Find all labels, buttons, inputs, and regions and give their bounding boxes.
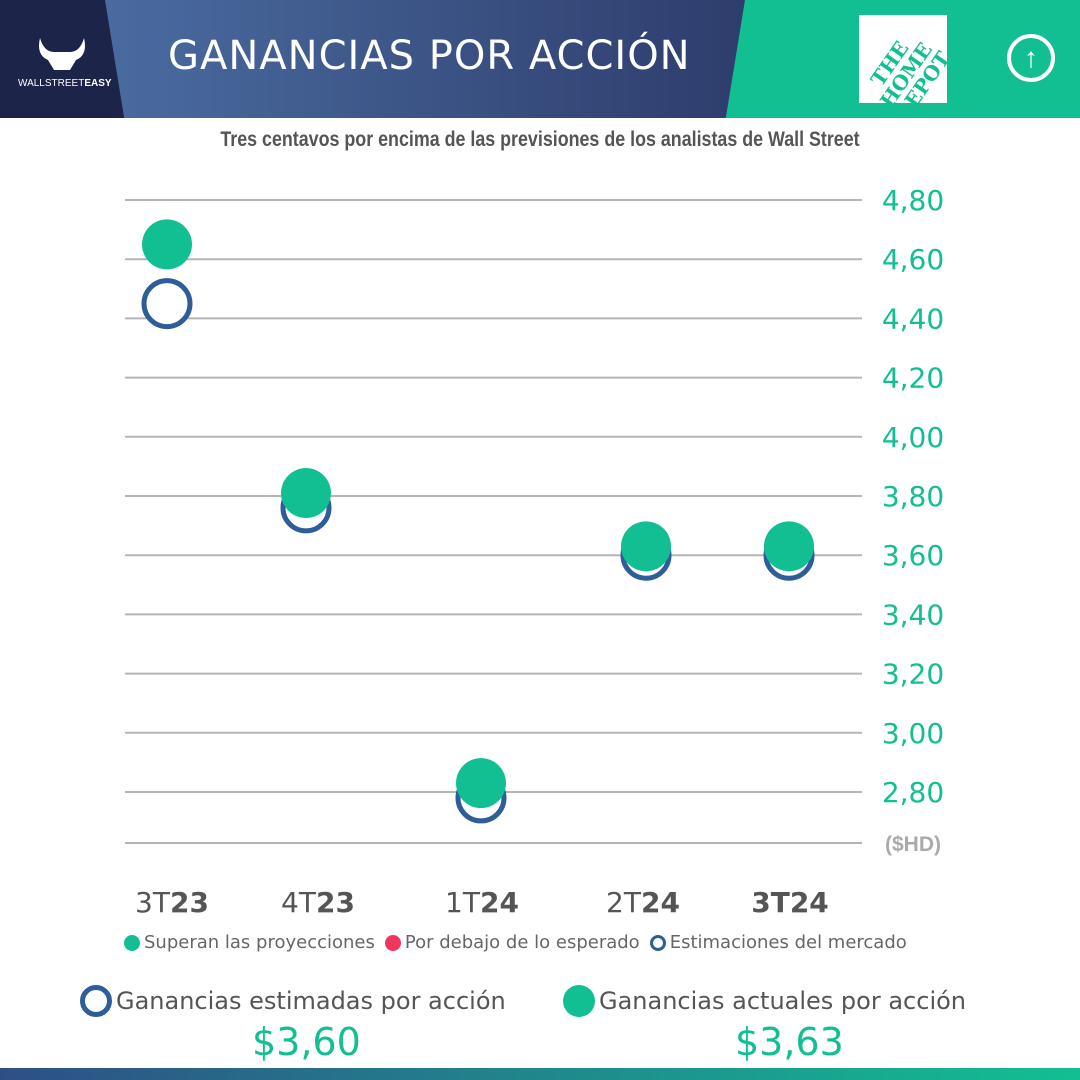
estimated-value: $3,60 [252,1020,361,1064]
x-label-quarter: 3T [135,886,170,919]
y-tick-label: 3,20 [882,658,944,691]
x-label-quarter: 4T [281,886,316,919]
x-label-quarter: 3T [751,886,790,919]
legend-item-estimate: Estimaciones del mercado [649,932,907,953]
y-tick-label: 3,40 [882,598,944,631]
red-dot-icon [384,934,401,951]
x-label-year: 24 [640,886,680,919]
x-label-quarter: 1T [445,886,480,919]
x-label-quarter: 2T [606,886,641,919]
page-title: GANANCIAS POR ACCIÓN [168,33,691,79]
y-tick-label: 3,00 [882,717,944,750]
green-dot-icon [563,985,595,1017]
y-axis-unit: ($HD) [885,833,941,856]
wallstreeteasy-logo: WALLSTREETEASY [0,0,128,118]
x-tick-label: 4T23 [281,886,355,919]
x-label-year: 24 [789,886,829,919]
x-label-year: 23 [315,886,355,919]
actual-point [142,219,192,270]
bull-icon [39,38,85,70]
legend-item-beat: Superan las proyecciones [124,932,375,953]
actual-point [456,758,506,809]
eps-chart: 4,80 4,60 4,40 4,20 4,00 3,80 3,60 3,40 3,20 3,00… [125,184,944,856]
y-tick-label: 4,20 [882,362,944,395]
y-tick-label: 3,60 [882,539,944,572]
x-tick-label: 2T24 [606,886,680,919]
chart-subtitle: Tres centavos por encima de las previsio… [220,128,860,151]
estimated-eps-summary: Ganancias estimadas por acción [80,985,506,1017]
legend-label: Superan las proyecciones [144,932,375,953]
actual-eps-summary: Ganancias actuales por acción [563,985,966,1017]
actual-value: $3,63 [735,1020,844,1064]
x-tick-label: 3T24 [751,886,829,919]
header: WALLSTREETEASY GANANCIAS POR ACCIÓN THE … [0,0,1080,118]
y-tick-label: 2,80 [882,776,944,809]
actual-point [621,521,671,572]
actual-point [281,468,331,519]
estimated-label: Ganancias estimadas por acción [116,987,506,1015]
actual-label: Ganancias actuales por acción [599,987,967,1015]
title-banner [105,0,745,118]
x-label-year: 24 [479,886,519,919]
ring-icon [649,934,666,951]
actual-point [764,521,814,572]
y-tick-label: 4,60 [882,243,944,276]
legend-label: Por debajo de lo esperado [404,932,640,953]
x-tick-label: 3T23 [135,886,209,919]
home-depot-logo: THE HOME DEPOT [859,15,947,103]
bottom-bar [0,1068,1080,1080]
legend-label: Estimaciones del mercado [669,932,907,953]
brand-text: WALLSTREETEASY [18,78,112,89]
legend-item-miss: Por debajo de lo esperado [384,932,640,953]
green-dot-icon [124,934,140,951]
y-tick-label: 4,40 [882,302,944,335]
y-tick-label: 4,80 [882,184,944,217]
x-tick-label: 1T24 [445,886,519,919]
estimate-point [141,278,193,330]
legend: Superan las proyecciones Por debajo de l… [124,932,907,953]
ring-icon [80,985,112,1017]
y-tick-label: 3,80 [882,480,944,513]
arrow-up-circle-icon: ↑ [1007,34,1055,82]
y-tick-label: 4,00 [882,421,944,454]
x-label-year: 23 [169,886,209,919]
